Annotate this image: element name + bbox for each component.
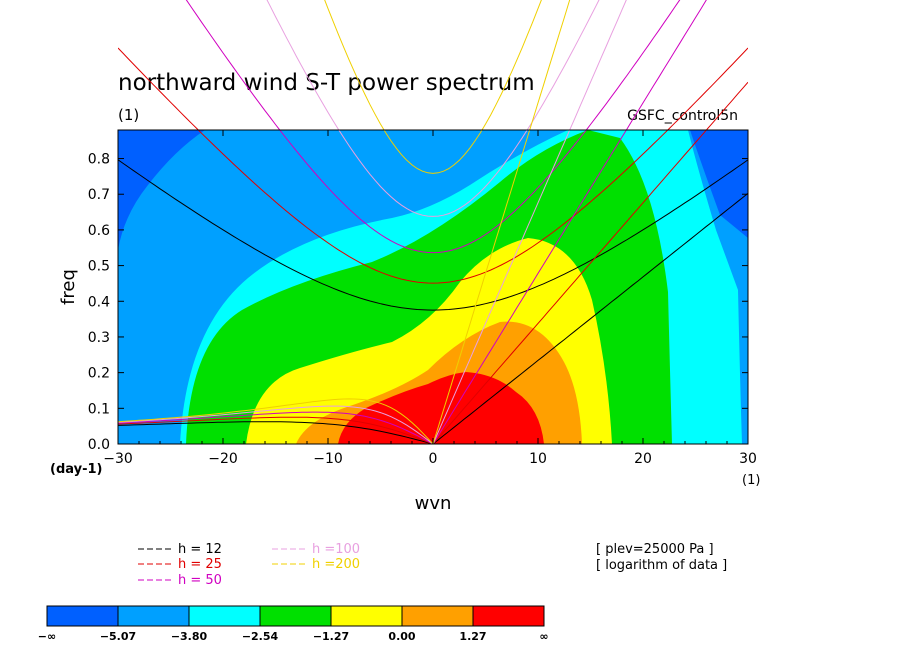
gravity-curve-h200 [324,0,542,174]
kelvin-curve-h100 [432,0,627,444]
gravity-curve-h100 [266,0,600,217]
info-line-log: [ logarithm of data ] [596,558,727,573]
y-tick-label: 0.4 [88,294,110,310]
y-tick-label: 0.5 [88,259,110,275]
kelvin-curve-h25 [432,81,748,444]
x-unit-label: (1) [742,473,760,488]
colorbar-label: 0.00 [388,630,415,643]
colorbar-swatch [401,605,474,627]
legend-label: h =200 [312,557,360,572]
y-tick-label: 0.6 [88,223,110,239]
contour-level-6 [338,372,544,444]
dataset-label: GSFC_control5n [627,108,738,124]
contour-level-0 [118,130,212,252]
rossby-curve-h50 [118,411,434,444]
dispersion-curves [118,0,748,444]
y-tick-label: 0.7 [88,187,110,203]
legend-label: h = 50 [178,573,222,588]
colorbar-swatch [117,605,190,627]
colorbar-swatch [472,605,545,627]
x-axis: −30 −20 −10 0 10 20 30 [103,130,757,467]
x-tick-label: 10 [529,451,547,467]
colorbar-swatch [46,605,119,627]
y-tick-label: 0.3 [88,330,110,346]
y-axis-label: freq [58,269,79,305]
rossby-curve-h25 [118,416,434,444]
y-unit-label: (day-1) [50,462,102,477]
units-label: (1) [118,106,139,124]
y-tick-label: 0.0 [88,437,110,453]
gravity-curve-h25 [118,47,748,284]
gravity-curve-h12 [118,159,748,311]
colorbar-label: −∞ [38,630,56,643]
kelvin-curve-h200 [432,0,571,444]
colorbar-label: −5.07 [100,630,136,643]
colorbar-label: −1.27 [313,630,349,643]
info-line-plev: [ plev=25000 Pa ] [596,542,714,557]
colorbar: −∞ −5.07 −3.80 −2.54 −1.27 0.00 1.27 ∞ [38,605,549,643]
colorbar-label: −3.80 [171,630,208,643]
y-axis: 0.0 0.1 0.2 0.3 0.4 0.5 0.6 0.7 0.8 [88,152,748,453]
chart-title: northward wind S-T power spectrum [118,70,535,96]
x-tick-label: 20 [634,451,652,467]
x-tick-label: −30 [103,451,133,467]
colorbar-swatch [188,605,261,627]
y-tick-label: 0.8 [88,152,110,168]
rossby-curve-h100 [118,405,434,444]
rossby-curve-h200 [118,398,434,444]
y-tick-label: 0.2 [88,366,110,382]
x-axis-label: wvn [415,493,452,514]
x-tick-label: 0 [429,451,438,467]
kelvin-curve-h12 [432,192,748,444]
y-tick-label: 0.1 [88,401,110,417]
colorbar-label: −2.54 [242,630,279,643]
colorbar-swatch [330,605,403,627]
colorbar-swatch [259,605,332,627]
x-tick-label: −20 [208,451,238,467]
rossby-curve-h12 [118,421,434,444]
colorbar-label: ∞ [539,630,548,643]
x-tick-label: 30 [739,451,757,467]
legend-label: h = 25 [178,557,222,572]
colorbar-label: 1.27 [459,630,486,643]
kelvin-curve-h50 [432,0,707,444]
gravity-curve-h50 [185,0,681,254]
contour-field [118,130,748,444]
x-tick-label: −10 [313,451,343,467]
legend-label: h = 12 [178,542,222,557]
legend-label: h =100 [312,542,360,557]
